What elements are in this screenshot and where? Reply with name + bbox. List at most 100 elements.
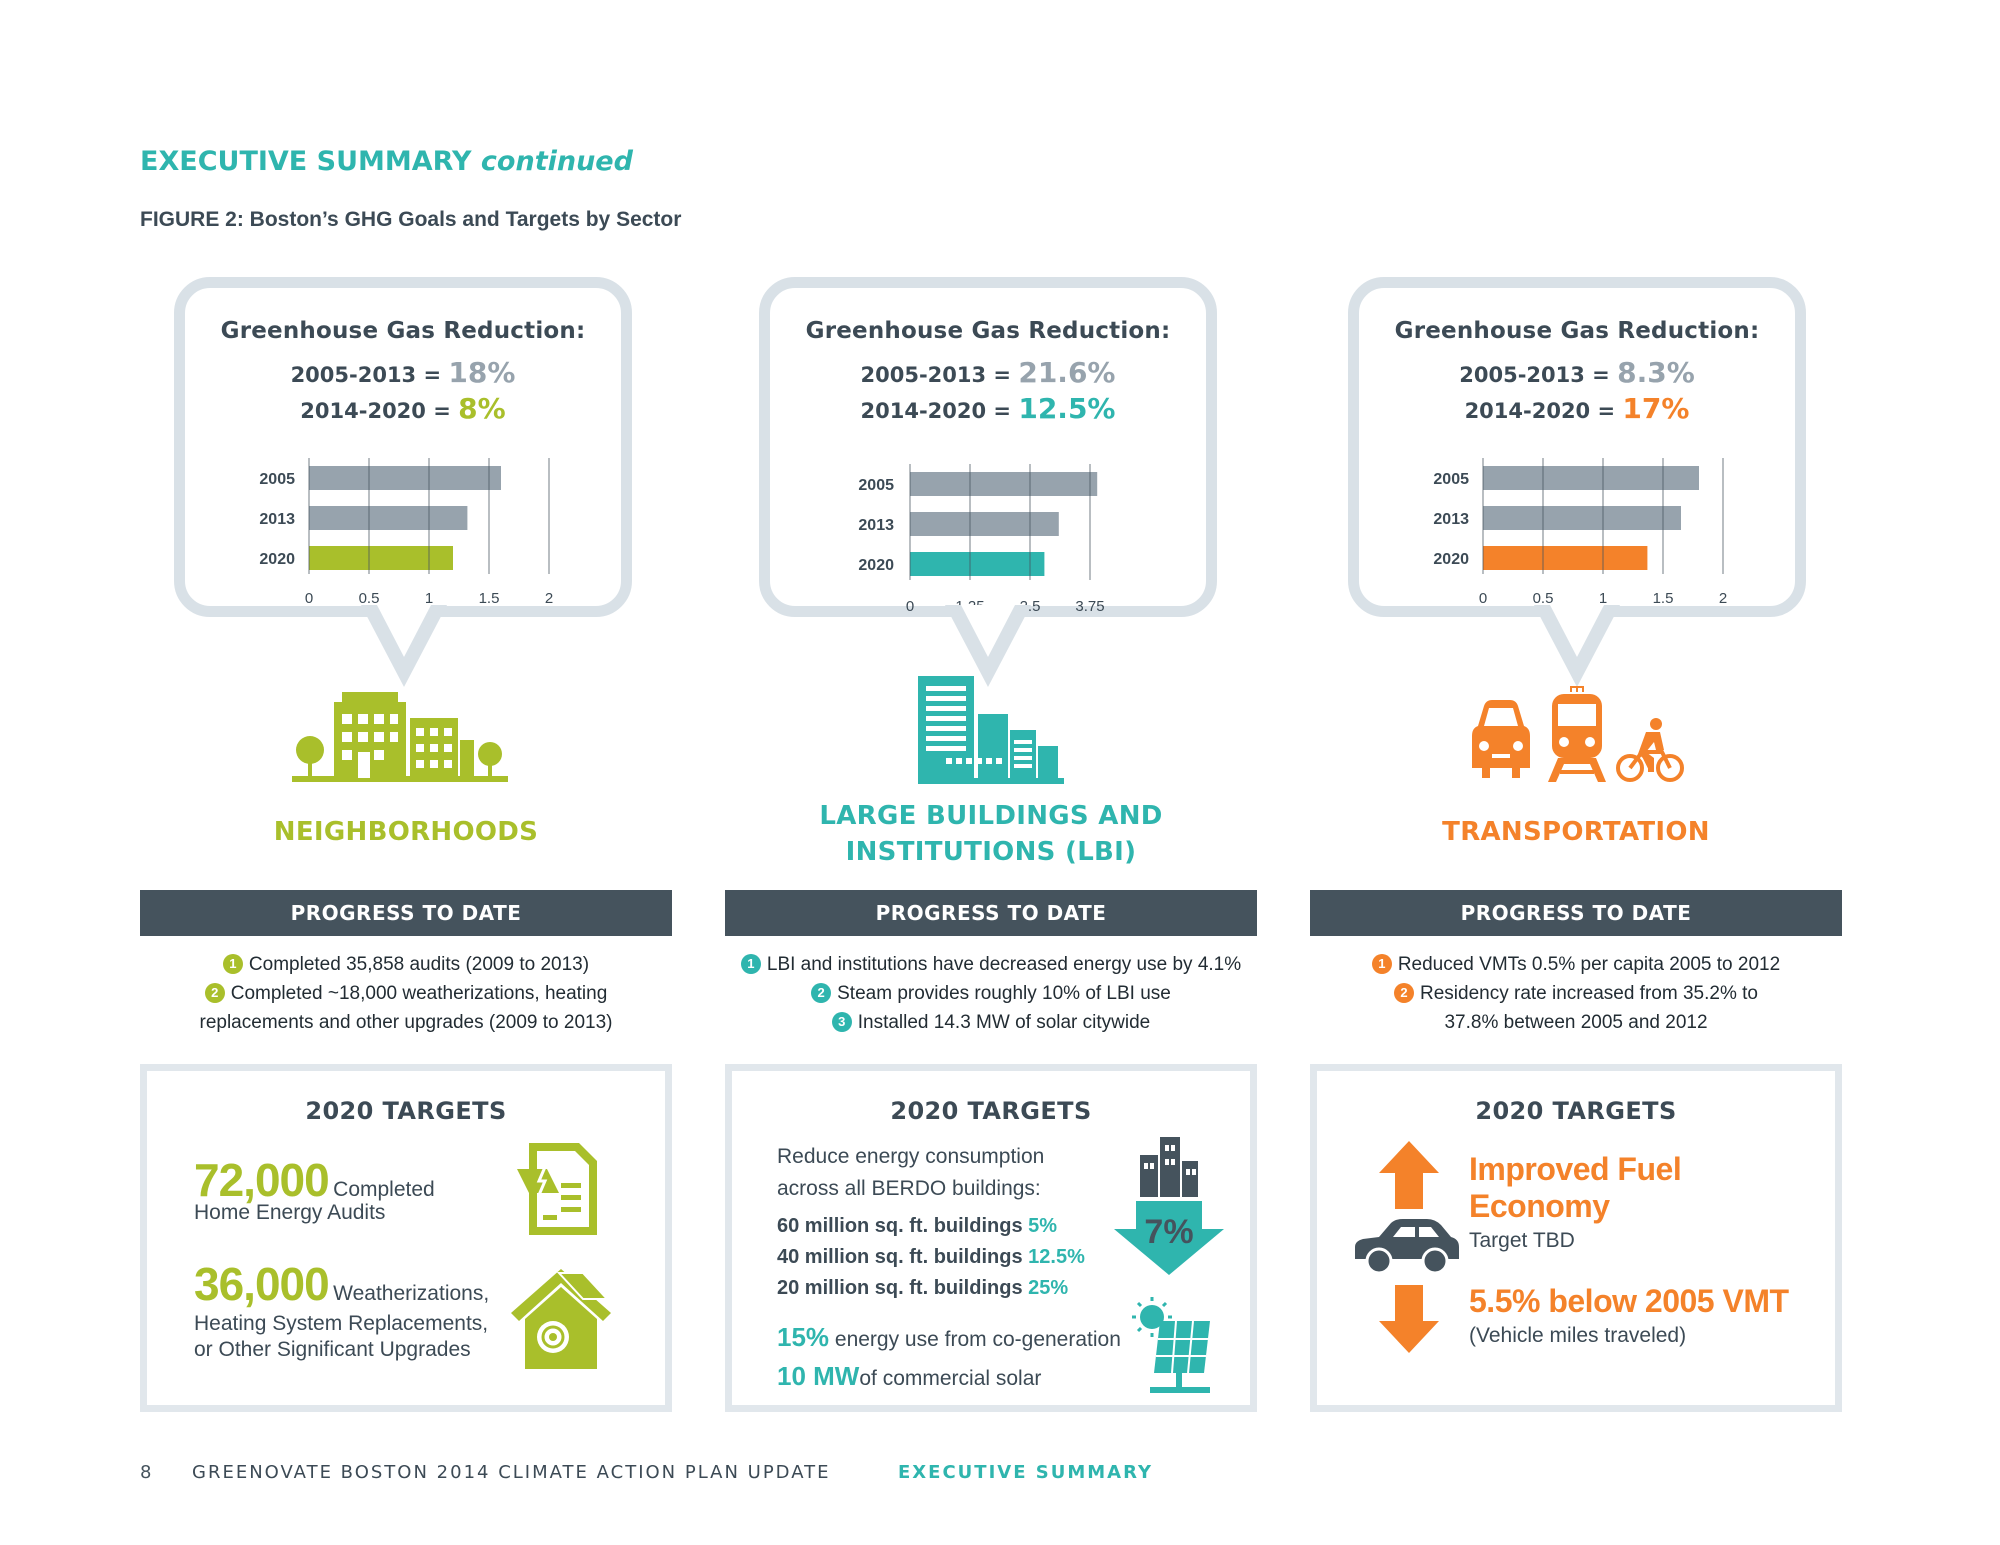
target-text: or Other Significant Upgrades [194, 1338, 471, 1361]
targets-title: 2020 TARGETS [890, 1097, 1092, 1125]
arrow-value: 7% [1144, 1213, 1193, 1251]
progress-text: Steam provides roughly 10% of LBI use [837, 983, 1171, 1004]
bubble-title: Greenhouse Gas Reduction: [220, 318, 586, 344]
down-arrow-icon [1379, 1285, 1439, 1353]
sector-title-line: LARGE BUILDINGS AND [819, 801, 1163, 831]
down-arrow-building-icon: 7% [1114, 1137, 1224, 1275]
target-text: Reduce energy consumption [777, 1145, 1045, 1168]
progress-list: 1 LBI and institutions have decreased ene… [725, 950, 1257, 1037]
x-tick-label: 0.5 [1533, 590, 1554, 607]
progress-text: LBI and institutions have decreased ener… [766, 954, 1242, 975]
target-weatherizations: 36,000 Weatherizations, Heating System R… [194, 1257, 524, 1368]
rate-value: 18% [448, 356, 516, 389]
footer-section: EXECUTIVE SUMMARY [898, 1462, 1154, 1483]
progress-text: Completed ~18,000 weatherizations, heati… [199, 983, 613, 1033]
x-tick-label: 0.5 [359, 590, 380, 607]
target-text: of commercial solar [859, 1367, 1042, 1390]
target-audits: 72,000 Completed Home Energy Audits [194, 1153, 524, 1231]
target-title: 5.5% below 2005 VMT [1469, 1283, 1789, 1319]
target-text: Completed [333, 1178, 435, 1201]
bubble-title: Greenhouse Gas Reduction: [805, 318, 1171, 344]
rate-2005-2013: 2005-2013 = 18% [185, 356, 621, 389]
train-icon [1548, 686, 1606, 782]
rate-label: 2005-2013 = [290, 363, 442, 387]
progress-list: 1 Completed 35,858 audits (2009 to 2013) … [140, 950, 672, 1037]
target-row: 20 million sq. ft. buildings 25% [777, 1273, 1137, 1304]
sector-title-line: INSTITUTIONS (LBI) [845, 837, 1137, 867]
target-number: 72,000 [194, 1154, 330, 1206]
progress-text: Reduced VMTs 0.5% per capita 2005 to 201… [1397, 954, 1781, 975]
y-label-2005: 2005 [1433, 471, 1469, 488]
progress-item: 2 Completed ~18,000 weatherizations, heat… [140, 979, 672, 1037]
sector-title-neighborhoods: NEIGHBORHOODS [273, 817, 539, 847]
rate-value: 21.6% [1018, 356, 1116, 389]
bullet-number: 1 [1371, 954, 1392, 974]
footer-title: GREENOVATE BOSTON 2014 CLIMATE ACTION PL… [192, 1462, 831, 1483]
progress-item: 3 Installed 14.3 MW of solar citywide [725, 1008, 1257, 1037]
row-value: 5% [1028, 1215, 1058, 1237]
rate-label: 2014-2020 = [1464, 399, 1616, 423]
transportation-bar-chart: 2005 2013 2020 0 0.5 1 1.5 2 [1433, 458, 1727, 607]
target-text: Weatherizations, [333, 1282, 490, 1305]
y-label-2013: 2013 [259, 511, 295, 528]
rate-2005-2013: 2005-2013 = 21.6% [770, 356, 1206, 389]
row-value: 25% [1028, 1277, 1069, 1299]
rate-value: 17% [1622, 392, 1690, 425]
target-row: 60 million sq. ft. buildings 5% [777, 1211, 1137, 1242]
target-energy: 15% energy use from co-generation 10 MWo… [777, 1319, 1167, 1397]
x-tick-label: 0 [906, 598, 914, 615]
progress-item: 2 Steam provides roughly 10% of LBI use [725, 979, 1257, 1008]
y-label-2013: 2013 [1433, 511, 1469, 528]
audit-document-icon [517, 1143, 597, 1235]
progress-header: PROGRESS TO DATE [725, 890, 1257, 936]
solar-value: 10 MW [777, 1361, 860, 1391]
bar-2005 [910, 472, 1098, 496]
progress-item: 1 Completed 35,858 audits (2009 to 2013) [140, 950, 672, 979]
section-header-continued: continued [480, 146, 633, 177]
x-tick-label: 2 [1719, 590, 1727, 607]
neighborhoods-ghg-bubble: Greenhouse Gas Reduction: 2005-2013 = 18… [174, 277, 632, 617]
target-cogen: 15% energy use from co-generation [777, 1319, 1167, 1358]
rate-2014-2020: 2014-2020 = 17% [1359, 392, 1795, 425]
section-header-title: EXECUTIVE SUMMARY [140, 146, 472, 177]
y-label-2005: 2005 [259, 471, 295, 488]
rate-2014-2020: 2014-2020 = 8% [185, 392, 621, 425]
progress-header: PROGRESS TO DATE [140, 890, 672, 936]
y-label-2020: 2020 [1433, 551, 1469, 568]
target-row: 40 million sq. ft. buildings 12.5% [777, 1242, 1137, 1273]
progress-item: 1 Reduced VMTs 0.5% per capita 2005 to 20… [1310, 950, 1842, 979]
targets-box-lbi: 2020 TARGETS Reduce energy consumption a… [725, 1064, 1257, 1412]
section-header: EXECUTIVE SUMMARY continued [140, 146, 633, 177]
x-tick-label: 1.5 [1653, 590, 1674, 607]
targets-box-transportation: 2020 TARGETS Improved Fuel Economy Targe… [1310, 1064, 1842, 1412]
target-text: Heating System Replacements, [194, 1312, 489, 1335]
bullet-number: 2 [1394, 983, 1415, 1003]
row-value: 12.5% [1028, 1246, 1085, 1268]
house-solar-icon [511, 1269, 611, 1369]
target-fuel-economy: Improved Fuel Economy Target TBD [1469, 1151, 1829, 1253]
target-number: 36,000 [194, 1258, 330, 1310]
bullet-number: 3 [831, 1012, 852, 1032]
rate-label: 2005-2013 = [860, 363, 1012, 387]
row-label: 20 million sq. ft. buildings [777, 1277, 1023, 1299]
car-side-icon [1355, 1219, 1459, 1275]
target-title: Improved Fuel Economy [1469, 1151, 1682, 1224]
bullet-number: 1 [740, 954, 761, 974]
y-label-2020: 2020 [259, 551, 295, 568]
x-tick-label: 3.75 [1075, 598, 1104, 615]
rate-value: 12.5% [1018, 392, 1116, 425]
target-solar: 10 MWof commercial solar [777, 1358, 1167, 1397]
progress-text: Residency rate increased from 35.2% to 3… [1420, 983, 1758, 1033]
target-text: energy use from co-generation [834, 1328, 1121, 1351]
y-label-2020: 2020 [858, 557, 894, 574]
progress-item: 2 Residency rate increased from 35.2% to … [1310, 979, 1842, 1037]
transportation-ghg-bubble: Greenhouse Gas Reduction: 2005-2013 = 8.… [1348, 277, 1806, 617]
bullet-number: 1 [222, 954, 243, 974]
target-text: across all BERDO buildings: [777, 1177, 1041, 1200]
bubble-title: Greenhouse Gas Reduction: [1394, 318, 1760, 344]
progress-item: 1 LBI and institutions have decreased ene… [725, 950, 1257, 979]
progress-text: Completed 35,858 audits (2009 to 2013) [248, 954, 590, 975]
x-tick-label: 1 [1599, 590, 1607, 607]
bar-2020 [1483, 546, 1648, 570]
